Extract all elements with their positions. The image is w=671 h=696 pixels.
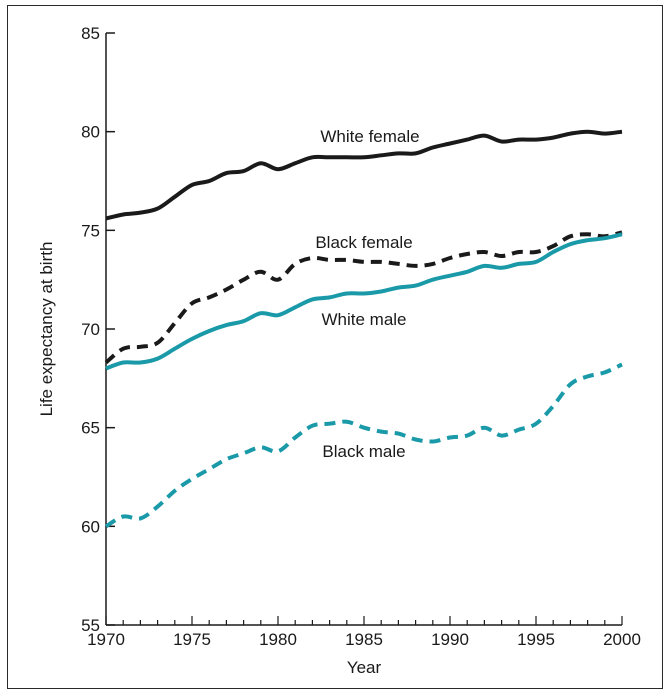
white-male-label: White male xyxy=(321,310,406,329)
chart-frame xyxy=(7,5,663,689)
y-ticks: 55 60 65 70 75 80 85 xyxy=(81,24,115,635)
y-tick-label: 80 xyxy=(81,123,100,142)
series-lines xyxy=(104,129,623,529)
x-ticks: 1970 1975 1980 1985 1990 1995 2000 xyxy=(87,616,641,649)
x-tick-label: 2000 xyxy=(603,630,641,649)
x-tick-label: 1970 xyxy=(87,630,125,649)
black-male-line xyxy=(104,362,623,529)
black-female-label: Black female xyxy=(315,233,412,252)
y-tick-label: 70 xyxy=(81,320,100,339)
black-male-label: Black male xyxy=(322,442,405,461)
white-female-line xyxy=(105,129,623,221)
x-tick-label: 1990 xyxy=(431,630,469,649)
y-tick-label: 85 xyxy=(81,24,100,43)
white-female-label: White female xyxy=(320,127,419,146)
y-tick-label: 55 xyxy=(81,616,100,635)
white-male-line xyxy=(105,232,623,371)
y-axis-label: Life expectancy at birth xyxy=(37,242,56,417)
y-tick-label: 75 xyxy=(81,221,100,240)
y-tick-label: 60 xyxy=(81,517,100,536)
x-tick-label: 1975 xyxy=(173,630,211,649)
x-tick-label: 1985 xyxy=(345,630,383,649)
x-tick-label: 1995 xyxy=(517,630,555,649)
y-tick-label: 65 xyxy=(81,419,100,438)
series-labels: White female Black female White male Black … xyxy=(315,127,419,461)
axes xyxy=(105,33,622,626)
x-tick-label: 1980 xyxy=(259,630,297,649)
x-axis-label: Year xyxy=(347,658,382,677)
black-female-line xyxy=(104,230,623,365)
